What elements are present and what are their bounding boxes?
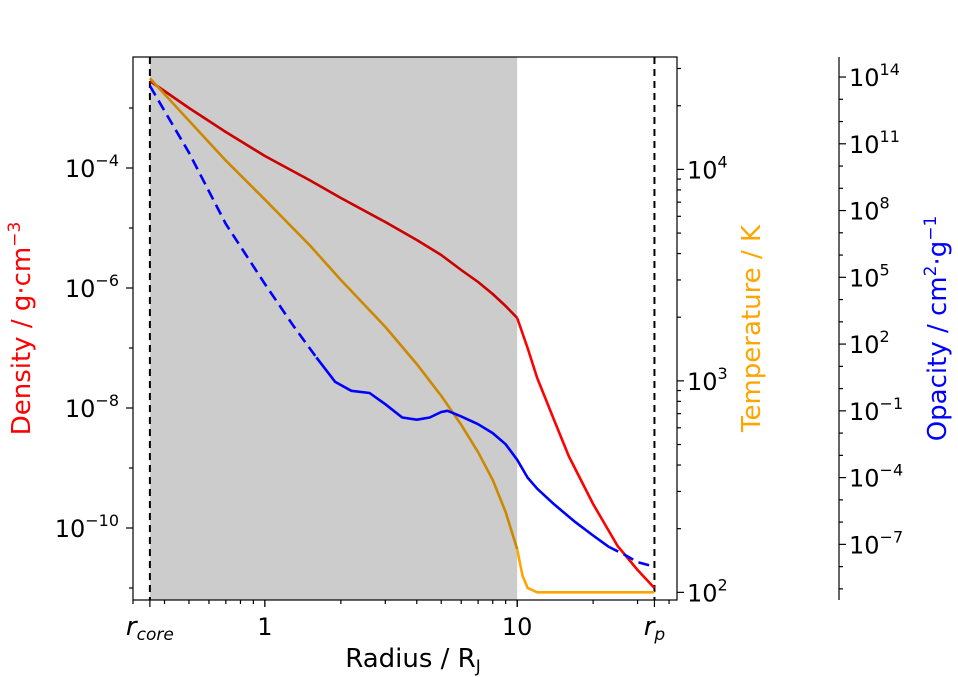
x-axis-title: Radius / RJ [345,644,481,677]
opacity-tick-label-2: 108 [849,194,890,226]
opacity-tick-label-5: 10−1 [849,394,903,426]
x-tick-label-1: 1 [257,613,272,641]
opacity-tick-label-1: 1011 [849,127,900,159]
opacity-tick-label-7: 10−7 [849,527,903,559]
shaded-region [149,57,518,600]
series-density-inner [149,79,519,319]
series-opacity-segment-2 [607,545,655,568]
temperature-tick-label-1: 103 [687,364,728,396]
temperature-tick-label-2: 102 [687,575,728,607]
opacity-tick-label-6: 10−4 [849,461,903,493]
density-tick-label-3: 10−10 [55,511,119,543]
opacity-tick-label-3: 105 [849,260,890,292]
x-tick-label-3: rp [644,612,666,645]
series-temperature-outer [515,548,655,594]
series-opacity-segment-0 [148,85,318,359]
series-temperature-inner [148,77,519,550]
density-tick-label-0: 10−4 [65,151,119,183]
density-tick-label-2: 10−8 [65,391,119,423]
density-tick-label-1: 10−6 [65,271,119,303]
density-axis-title: Density / g·cm−3 [5,222,37,436]
opacity-tick-label-0: 1014 [849,60,900,92]
series-density-outer [515,317,656,589]
x-tick-label-2: 10 [502,613,533,641]
temperature-tick-label-0: 104 [687,152,728,184]
opacity-axis-title: Opacity / cm2·g−1 [921,216,953,442]
series-opacity-segment-1 [315,356,610,548]
x-tick-label-0: rcore [126,612,174,645]
plot-frame [132,56,678,601]
temperature-axis-title: Temperature / K [737,224,767,433]
opacity-tick-label-4: 102 [849,327,890,359]
